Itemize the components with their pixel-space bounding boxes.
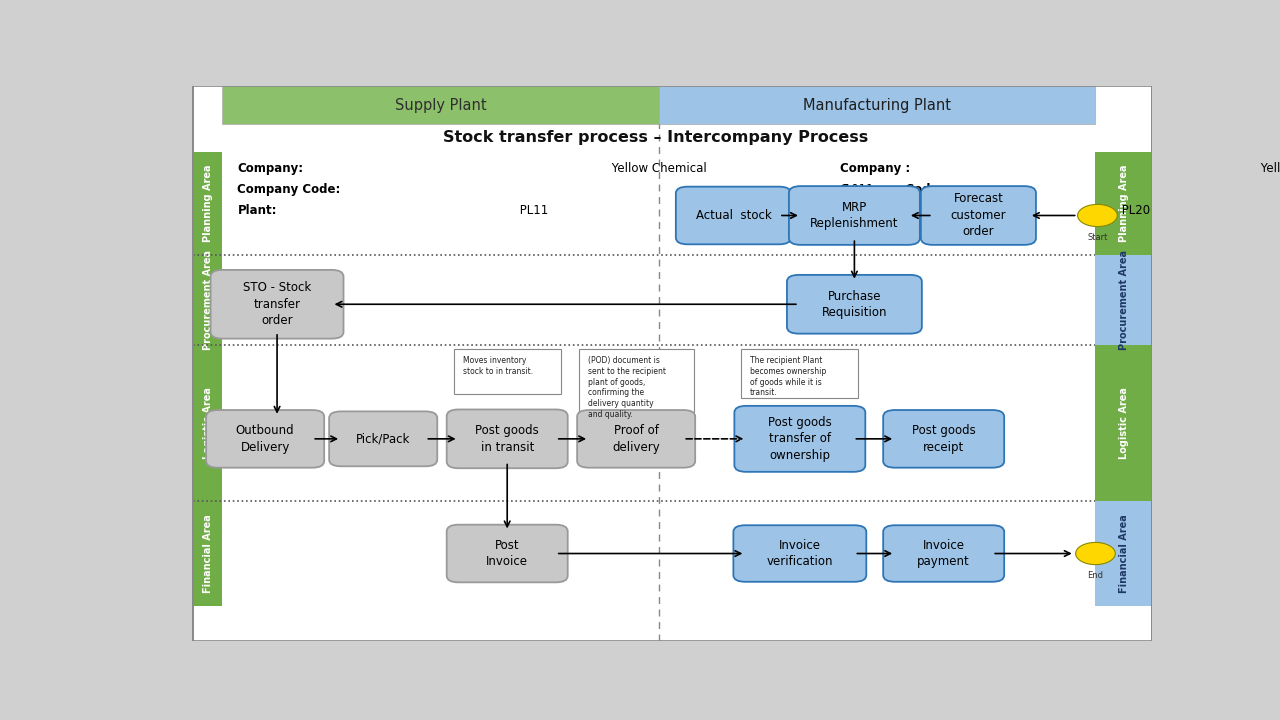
FancyBboxPatch shape (733, 526, 867, 582)
Text: PL11: PL11 (516, 204, 548, 217)
FancyBboxPatch shape (577, 410, 695, 468)
Text: Financial Area: Financial Area (1119, 514, 1129, 593)
Text: Plant:: Plant: (840, 204, 879, 217)
Text: Stock transfer process – Intercompany Process: Stock transfer process – Intercompany Pr… (443, 130, 869, 145)
Text: Moves inventory
stock to in transit.: Moves inventory stock to in transit. (462, 356, 532, 376)
Text: Procurement Area: Procurement Area (1119, 250, 1129, 350)
FancyBboxPatch shape (329, 411, 438, 467)
Text: Manufacturing Plant: Manufacturing Plant (804, 98, 951, 113)
Bar (193, 152, 223, 254)
Text: Logistic Area: Logistic Area (1119, 387, 1129, 459)
Circle shape (1078, 204, 1117, 227)
Bar (193, 501, 1096, 606)
Bar (1096, 501, 1152, 606)
Text: Procurement Area: Procurement Area (202, 250, 212, 350)
FancyBboxPatch shape (211, 270, 343, 338)
Text: Proof of
delivery: Proof of delivery (612, 424, 660, 454)
Text: End: End (1088, 571, 1103, 580)
FancyBboxPatch shape (883, 410, 1005, 468)
Text: Company Code:: Company Code: (237, 183, 340, 196)
Bar (193, 254, 223, 345)
FancyBboxPatch shape (741, 349, 859, 398)
FancyBboxPatch shape (447, 410, 568, 468)
Text: Start: Start (1087, 233, 1107, 242)
Text: Logistic Area: Logistic Area (202, 387, 212, 459)
Text: Supply Plant: Supply Plant (396, 98, 486, 113)
Text: Purchase
Requisition: Purchase Requisition (822, 289, 887, 319)
FancyBboxPatch shape (579, 349, 694, 412)
Text: The recipient Plant
becomes ownership
of goods while it is
transit.: The recipient Plant becomes ownership of… (750, 356, 827, 397)
Text: Yellow Chemical: Yellow Chemical (1257, 162, 1280, 175)
Bar (193, 345, 1096, 501)
FancyBboxPatch shape (447, 525, 568, 582)
Text: MRP
Replenishment: MRP Replenishment (810, 201, 899, 230)
Text: Company:: Company: (237, 162, 303, 175)
Text: Planning Area: Planning Area (202, 164, 212, 242)
Bar (193, 345, 223, 501)
Bar (193, 501, 223, 606)
FancyBboxPatch shape (735, 406, 865, 472)
Text: PL20: PL20 (1117, 204, 1149, 217)
Text: Financial Area: Financial Area (202, 514, 212, 593)
Text: Yellow Chemical: Yellow Chemical (608, 162, 707, 175)
Bar (1096, 254, 1152, 345)
Circle shape (1075, 542, 1115, 564)
Text: 1011: 1011 (840, 183, 874, 196)
Text: Actual  stock: Actual stock (695, 209, 772, 222)
Text: Company :: Company : (840, 162, 910, 175)
Text: Company Code:: Company Code: (840, 183, 943, 196)
Text: (POD) document is
sent to the recipient
plant of goods,
confirming the
delivery : (POD) document is sent to the recipient … (588, 356, 666, 419)
Text: Planning Area: Planning Area (1119, 164, 1129, 242)
Bar (193, 152, 1096, 254)
FancyBboxPatch shape (788, 186, 920, 245)
Bar (659, 86, 1096, 124)
Text: Post goods
in transit: Post goods in transit (475, 424, 539, 454)
FancyBboxPatch shape (676, 186, 791, 244)
Text: Post
Invoice: Post Invoice (486, 539, 529, 568)
FancyBboxPatch shape (920, 186, 1036, 245)
Bar (193, 254, 1096, 345)
Text: STO - Stock
transfer
order: STO - Stock transfer order (243, 282, 311, 328)
Text: Post goods
receipt: Post goods receipt (911, 424, 975, 454)
FancyBboxPatch shape (206, 410, 324, 468)
FancyBboxPatch shape (453, 349, 561, 394)
Text: Plant:: Plant: (237, 204, 276, 217)
Bar (1096, 345, 1152, 501)
Text: Outbound
Delivery: Outbound Delivery (236, 424, 294, 454)
FancyBboxPatch shape (787, 275, 922, 333)
Bar (223, 86, 659, 124)
Text: Invoice
payment: Invoice payment (918, 539, 970, 568)
Text: Post goods
transfer of
ownership: Post goods transfer of ownership (768, 416, 832, 462)
Bar (1096, 152, 1152, 254)
Text: Invoice
verification: Invoice verification (767, 539, 833, 568)
Text: Pick/Pack: Pick/Pack (356, 432, 411, 446)
FancyBboxPatch shape (883, 526, 1005, 582)
Text: Forecast
customer
order: Forecast customer order (951, 192, 1006, 238)
